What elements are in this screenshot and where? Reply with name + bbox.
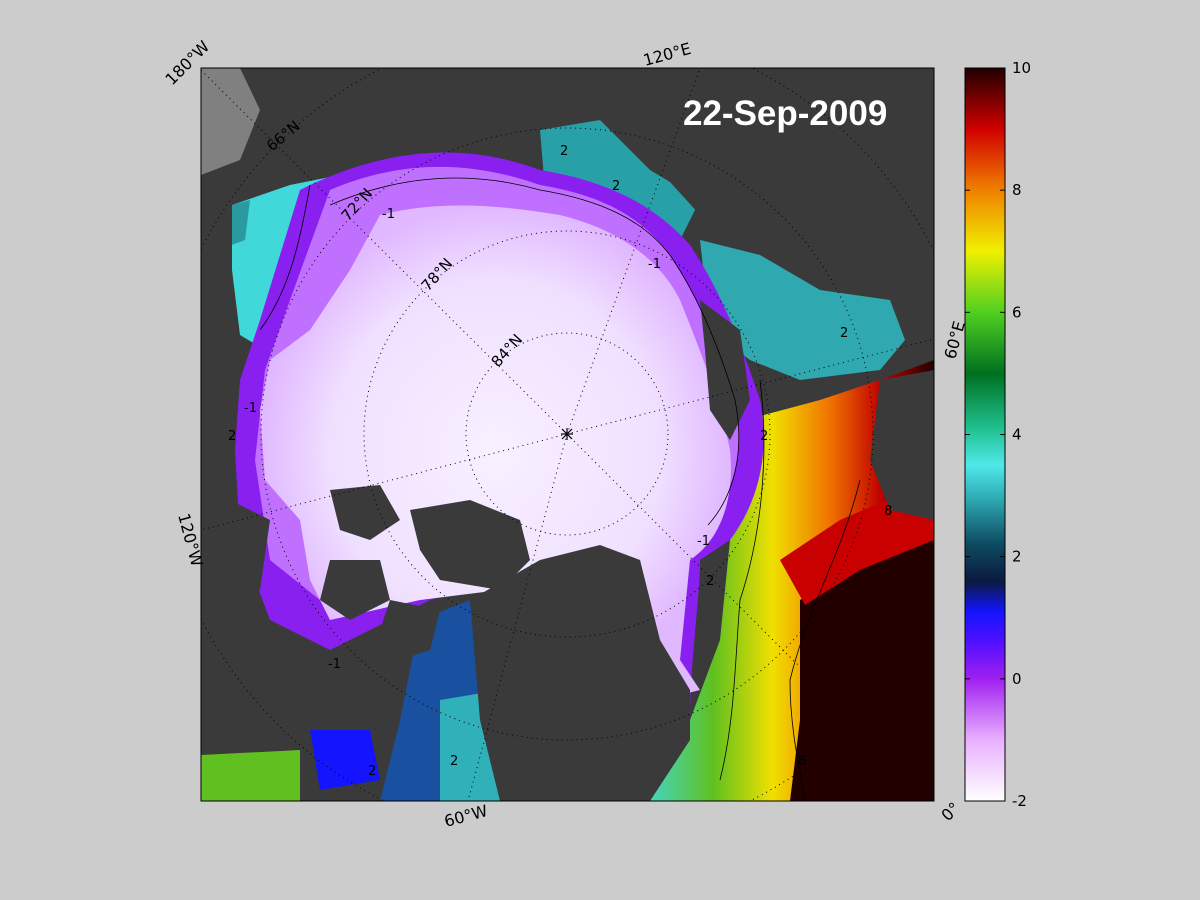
contour-label-minus-one-2: -1: [648, 257, 661, 272]
latitude-circle-84: [465, 332, 669, 536]
map-panel: -1 -1 -1 -1 -1 2 2 2 2 2 2 2 2 8 8 66°N …: [201, 68, 934, 801]
temperature-contours: [259, 177, 861, 801]
colorbar-scale: [964, 67, 1006, 802]
north-pole-marker: [561, 428, 573, 440]
siberia-landmass: [201, 68, 934, 310]
date-label: 22-Sep-2009: [683, 94, 887, 133]
contour-minus-one: [329, 177, 740, 526]
archipelago-island-3: [320, 560, 390, 620]
scandinavia-landmass: [870, 370, 934, 520]
archipelago-island-1: [330, 485, 400, 540]
colorbar-tick-label: 4: [1012, 426, 1022, 444]
norwegian-sea-hot-water: [790, 530, 934, 801]
archipelago-island-4: [380, 600, 440, 660]
contour-label-two-1: 2: [560, 144, 568, 159]
longitude-label-0: 0°: [937, 799, 963, 825]
no-data-area: [201, 68, 260, 175]
meridian-60e: [566, 338, 934, 435]
contour-eight: [789, 479, 861, 801]
contour-label-two-6: 2: [368, 764, 376, 779]
contour-two-pacific: [259, 184, 311, 331]
greenland-landmass: [470, 545, 690, 801]
alaska-coast: [201, 500, 270, 610]
colorbar-tick-label: 10: [1012, 59, 1031, 77]
colorbar-ticks: 10 8 6 4 2 0 -2: [965, 59, 1031, 810]
laptev-sea-water: [540, 120, 700, 240]
hudson-strait-water: [201, 750, 300, 801]
longitude-label-60w: 60°W: [442, 801, 490, 831]
contour-label-eight-1: 8: [884, 504, 892, 519]
contour-label-two-3: 2: [840, 326, 848, 341]
colorbar-tick-label: 0: [1012, 670, 1022, 688]
kara-sea-water: [700, 240, 905, 380]
colorbar: 10 8 6 4 2 0 -2: [964, 59, 1031, 810]
contour-label-two-5: 2: [228, 429, 236, 444]
contour-label-minus-one-5: -1: [328, 657, 341, 672]
contour-label-minus-one-1: -1: [382, 207, 395, 222]
contour-two-atlantic: [719, 379, 765, 781]
latitude-circle-78: [363, 230, 771, 638]
hudson-bay-water: [310, 730, 380, 790]
contour-label-eight-2: 8: [798, 754, 806, 769]
colorbar-tick-label: -2: [1012, 792, 1027, 810]
contour-label-minus-one-3: -1: [244, 401, 257, 416]
contour-label-two-7: 2: [450, 754, 458, 769]
map-frame: [200, 67, 935, 802]
colorbar-tick-label: 2: [1012, 548, 1022, 566]
colorbar-tick-label: 6: [1012, 303, 1022, 321]
meridian-60w: [467, 433, 568, 801]
graticule: [201, 68, 934, 801]
pacific-shelf-water: [232, 200, 250, 245]
contour-label-two-2: 2: [612, 179, 620, 194]
contour-label-two-4: 2: [760, 429, 768, 444]
meridian-120w: [201, 433, 568, 531]
contour-label-two-8: 2: [706, 574, 714, 589]
longitude-label-120e: 120°E: [641, 39, 693, 70]
colorbar-tick-label: 8: [1012, 181, 1022, 199]
archipelago-island-2: [410, 500, 530, 590]
latitude-circle-72: [260, 127, 874, 741]
contour-label-minus-one-4: -1: [697, 534, 710, 549]
